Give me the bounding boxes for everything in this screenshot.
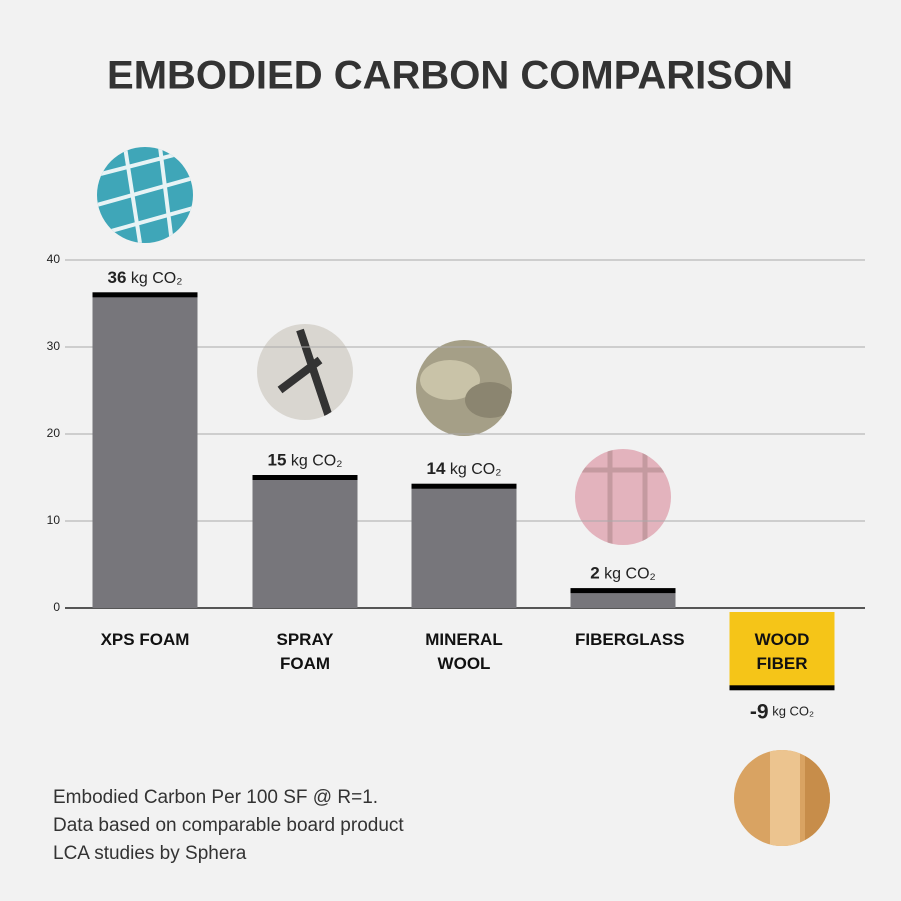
value-label: 15 kg CO₂: [268, 451, 343, 470]
bar: [729, 612, 835, 687]
bar-cap: [92, 292, 198, 298]
fiberglass-photo: [575, 449, 671, 545]
y-tick-label: 30: [47, 339, 61, 353]
footnote: Embodied Carbon Per 100 SF @ R=1.: [53, 787, 379, 808]
x-tick-label: FIBERGLASS: [575, 630, 685, 649]
value-label: -9 kg CO₂: [750, 700, 814, 723]
xps-photo: [97, 147, 193, 243]
bar: [570, 590, 676, 608]
value-label: 36 kg CO₂: [108, 268, 183, 287]
footnote: Data based on comparable board product: [53, 815, 404, 836]
bar: [92, 294, 198, 608]
x-tick-label: XPS FOAM: [100, 630, 190, 649]
x-tick-label: MINERAL WOOL: [425, 630, 503, 673]
bar-cap: [570, 588, 676, 594]
footnote: LCA studies by Sphera: [53, 843, 247, 864]
x-tick-label: WOOD FIBER: [754, 630, 810, 673]
mineral-wool-photo: [416, 340, 512, 436]
y-tick-label: 20: [47, 426, 61, 440]
chart-title: EMBODIED CARBON COMPARISON: [107, 54, 793, 98]
value-label: 14 kg CO₂: [427, 460, 502, 479]
x-tick-label: SPRAY FOAM: [276, 630, 334, 673]
bar: [252, 477, 358, 608]
value-label: 2 kg CO₂: [590, 564, 655, 583]
bar: [411, 486, 517, 608]
wood-fiber-photo: [734, 750, 830, 846]
bar-cap: [729, 685, 835, 691]
spray-foam-photo: [257, 324, 353, 420]
y-tick-label: 0: [53, 600, 60, 614]
bar-cap: [411, 483, 517, 489]
y-tick-label: 40: [47, 252, 61, 266]
bar-cap: [252, 475, 358, 480]
y-tick-label: 10: [47, 513, 61, 527]
